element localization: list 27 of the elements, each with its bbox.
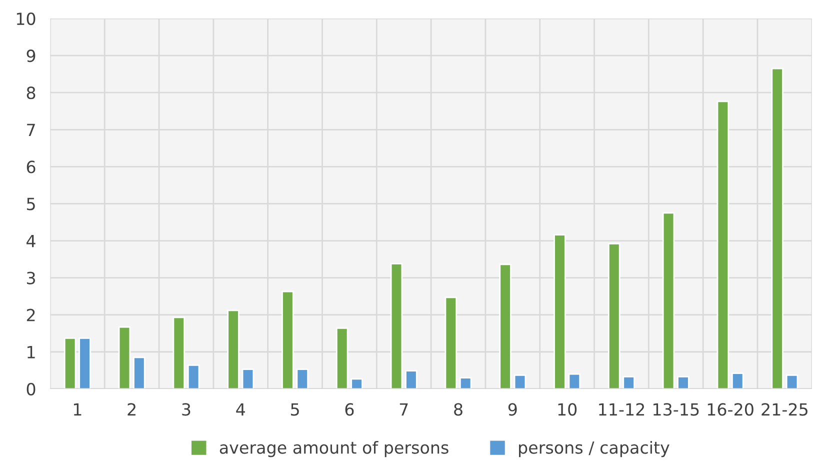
- y-tick-label: 6: [26, 160, 36, 174]
- x-tick-label: 10: [558, 403, 577, 416]
- x-tick-label: 3: [182, 403, 190, 416]
- legend-label: average amount of persons: [220, 440, 448, 458]
- y-tick-label: 9: [26, 50, 36, 62]
- y-tick-label: 4: [26, 234, 36, 248]
- x-tick-label: 4: [236, 403, 246, 416]
- x-tick-label: 21-25: [762, 403, 808, 416]
- x-tick-label: 7: [400, 403, 408, 416]
- x-tick-label: 9: [508, 403, 517, 416]
- y-tick-label: 5: [27, 198, 35, 210]
- x-tick-label: 6: [345, 403, 354, 416]
- y-tick-label: 1: [28, 346, 35, 358]
- y-tick-label: 2: [26, 308, 35, 322]
- y-tick-label: 0: [26, 382, 36, 396]
- legend-label: persons / capacity: [519, 440, 670, 458]
- x-tick-label: 13-15: [653, 403, 699, 416]
- y-tick-label: 3: [27, 272, 35, 284]
- x-tick-label: 11-12: [599, 403, 644, 416]
- y-tick-label: 10: [16, 12, 36, 26]
- x-tick-label: 16-20: [708, 403, 754, 416]
- x-tick-label: 8: [454, 403, 462, 416]
- y-tick-label: 7: [27, 124, 35, 136]
- y-tick-label: 8: [26, 86, 36, 100]
- x-tick-label: 5: [291, 403, 299, 416]
- x-tick-label: 2: [128, 403, 136, 416]
- x-tick-label: 1: [74, 403, 82, 416]
